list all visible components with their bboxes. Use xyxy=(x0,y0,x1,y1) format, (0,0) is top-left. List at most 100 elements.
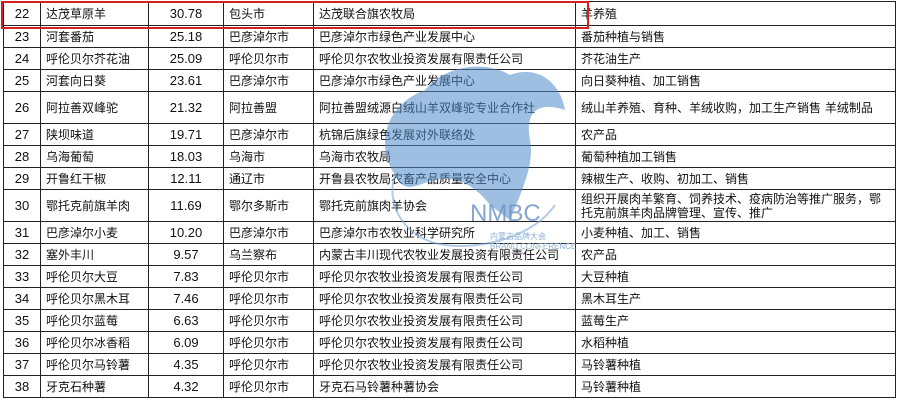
business-scope-cell: 水稻种植 xyxy=(575,331,896,354)
organization-cell: 呼伦贝尔农牧业投资发展有限责任公司 xyxy=(313,287,576,310)
region-cell: 呼伦贝尔市 xyxy=(223,287,314,310)
row-number-cell: 27 xyxy=(3,123,41,146)
brand-name-cell: 呼伦贝尔大豆 xyxy=(40,265,149,288)
row-number-cell: 26 xyxy=(3,91,41,124)
row-number-cell: 25 xyxy=(3,69,41,92)
brand-value-cell: 21.32 xyxy=(148,91,224,124)
brand-value-cell: 6.63 xyxy=(148,309,224,332)
row-number-cell: 35 xyxy=(3,309,41,332)
region-cell: 乌兰察布 xyxy=(223,243,314,266)
business-scope-cell: 羊养殖 xyxy=(575,1,896,26)
business-scope-cell: 农产品 xyxy=(575,123,896,146)
watermark-cn: 内蒙古品牌大会 xyxy=(490,232,546,241)
brand-name-cell: 呼伦贝尔芥花油 xyxy=(40,47,149,70)
table-row: 30 鄂托克前旗羊肉 11.69 鄂尔多斯市 鄂托克前旗肉羊协会 组织开展肉羊繁育、饲养技… xyxy=(3,189,896,222)
organization-cell: 杭锦后旗绿色发展对外联络处 xyxy=(313,123,576,146)
row-number-cell: 36 xyxy=(3,331,41,354)
region-cell: 呼伦贝尔市 xyxy=(223,331,314,354)
organization-cell: 达茂联合旗农牧局 xyxy=(313,1,576,26)
region-cell: 鄂尔多斯市 xyxy=(223,189,314,222)
table-row: 29 开鲁红干椒 12.11 通辽市 开鲁县农牧局农畜产品质量安全中心 辣椒生产、收购、初… xyxy=(3,167,896,190)
business-scope-cell: 芥花油生产 xyxy=(575,47,896,70)
table-row: 24 呼伦贝尔芥花油 25.09 呼伦贝尔市 呼伦贝尔农牧业投资发展有限责任公司 芥花油生… xyxy=(3,47,896,70)
brand-name-cell: 呼伦贝尔蓝莓 xyxy=(40,309,149,332)
brand-name-cell: 河套向日葵 xyxy=(40,69,149,92)
brand-value-cell: 7.46 xyxy=(148,287,224,310)
row-number-cell: 24 xyxy=(3,47,41,70)
watermark-logo: NMBC xyxy=(470,200,541,227)
brand-value-cell: 6.09 xyxy=(148,331,224,354)
row-number-cell: 33 xyxy=(3,265,41,288)
brand-value-cell: 25.18 xyxy=(148,25,224,48)
table-row: 27 陕坝味道 19.71 巴彦淖尔市 杭锦后旗绿色发展对外联络处 农产品 xyxy=(3,123,896,146)
brand-value-cell: 9.57 xyxy=(148,243,224,266)
row-number-cell: 28 xyxy=(3,145,41,168)
brand-name-cell: 巴彦淖尔小麦 xyxy=(40,221,149,244)
business-scope-cell: 向日葵种植、加工销售 xyxy=(575,69,896,92)
table-row: 25 河套向日葵 23.61 巴彦淖尔市 巴彦淖尔市绿色产业发展中心 向日葵种植、加工销售 xyxy=(3,69,896,92)
business-scope-cell: 马铃薯种植 xyxy=(575,375,896,398)
brand-name-cell: 阿拉善双峰驼 xyxy=(40,91,149,124)
brand-name-cell: 陕坝味道 xyxy=(40,123,149,146)
brand-value-cell: 12.11 xyxy=(148,167,224,190)
organization-cell: 巴彦淖尔市绿色产业发展中心 xyxy=(313,25,576,48)
business-scope-cell: 组织开展肉羊繁育、饲养技术、疫病防治等推广服务，鄂托克前旗羊肉品牌管理、宣传、推… xyxy=(575,189,896,222)
business-scope-cell: 马铃薯种植 xyxy=(575,353,896,376)
row-number-cell: 37 xyxy=(3,353,41,376)
brand-name-cell: 牙克石种薯 xyxy=(40,375,149,398)
brand-name-cell: 乌海葡萄 xyxy=(40,145,149,168)
row-number-cell: 34 xyxy=(3,287,41,310)
organization-cell: 呼伦贝尔农牧业投资发展有限责任公司 xyxy=(313,353,576,376)
region-cell: 巴彦淖尔市 xyxy=(223,221,314,244)
business-scope-cell: 蓝莓生产 xyxy=(575,309,896,332)
business-scope-cell: 绒山羊养殖、育种、羊绒收购，加工生产销售 羊绒制品 xyxy=(575,91,896,124)
table-row: 22 达茂草原羊 30.78 包头市 达茂联合旗农牧局 羊养殖 xyxy=(3,1,896,26)
organization-cell: 开鲁县农牧局农畜产品质量安全中心 xyxy=(313,167,576,190)
region-cell: 通辽市 xyxy=(223,167,314,190)
row-number-cell: 23 xyxy=(3,25,41,48)
table-row: 31 巴彦淖尔小麦 10.20 巴彦淖尔市 巴彦淖尔市农牧业科学研究所 小麦种植、加工、销… xyxy=(3,221,896,244)
table-row: 33 呼伦贝尔大豆 7.83 呼伦贝尔市 呼伦贝尔农牧业投资发展有限责任公司 大豆种植 xyxy=(3,265,896,288)
organization-cell: 巴彦淖尔市绿色产业发展中心 xyxy=(313,69,576,92)
brand-value-cell: 18.03 xyxy=(148,145,224,168)
brand-name-cell: 鄂托克前旗羊肉 xyxy=(40,189,149,222)
brand-name-cell: 呼伦贝尔冰香稻 xyxy=(40,331,149,354)
brand-value-cell: 30.78 xyxy=(148,1,224,26)
business-scope-cell: 番茄种植与销售 xyxy=(575,25,896,48)
organization-cell: 呼伦贝尔农牧业投资发展有限责任公司 xyxy=(313,331,576,354)
brand-name-cell: 河套番茄 xyxy=(40,25,149,48)
brand-value-cell: 11.69 xyxy=(148,189,224,222)
business-scope-cell: 农产品 xyxy=(575,243,896,266)
table-row: 34 呼伦贝尔黑木耳 7.46 呼伦贝尔市 呼伦贝尔农牧业投资发展有限责任公司 黑木耳生产 xyxy=(3,287,896,310)
brand-name-cell: 达茂草原羊 xyxy=(40,1,149,26)
row-number-cell: 30 xyxy=(3,189,41,222)
brand-value-cell: 10.20 xyxy=(148,221,224,244)
brand-value-cell: 7.83 xyxy=(148,265,224,288)
brand-value-cell: 4.35 xyxy=(148,353,224,376)
table-row: 36 呼伦贝尔冰香稻 6.09 呼伦贝尔市 呼伦贝尔农牧业投资发展有限责任公司 水稻种植 xyxy=(3,331,896,354)
region-cell: 呼伦贝尔市 xyxy=(223,353,314,376)
brand-value-table: 22 达茂草原羊 30.78 包头市 达茂联合旗农牧局 羊养殖 23 河套番茄 25.18 巴彦淖… xyxy=(3,1,896,398)
region-cell: 呼伦贝尔市 xyxy=(223,47,314,70)
brand-value-cell: 4.32 xyxy=(148,375,224,398)
table-row: 28 乌海葡萄 18.03 乌海市 乌海市农牧局 葡萄种植加工销售 xyxy=(3,145,896,168)
brand-name-cell: 呼伦贝尔黑木耳 xyxy=(40,287,149,310)
region-cell: 呼伦贝尔市 xyxy=(223,265,314,288)
business-scope-cell: 大豆种植 xyxy=(575,265,896,288)
table-row: 35 呼伦贝尔蓝莓 6.63 呼伦贝尔市 呼伦贝尔农牧业投资发展有限责任公司 蓝莓生产 xyxy=(3,309,896,332)
business-scope-cell: 辣椒生产、收购、初加工、销售 xyxy=(575,167,896,190)
organization-cell: 呼伦贝尔农牧业投资发展有限责任公司 xyxy=(313,265,576,288)
organization-cell: 呼伦贝尔农牧业投资发展有限责任公司 xyxy=(313,47,576,70)
row-number-cell: 29 xyxy=(3,167,41,190)
table-row: 37 呼伦贝尔马铃薯 4.35 呼伦贝尔市 呼伦贝尔农牧业投资发展有限责任公司 马铃薯种植 xyxy=(3,353,896,376)
organization-cell: 呼伦贝尔农牧业投资发展有限责任公司 xyxy=(313,309,576,332)
row-number-cell: 31 xyxy=(3,221,41,244)
organization-cell: 乌海市农牧局 xyxy=(313,145,576,168)
row-number-cell: 22 xyxy=(3,1,41,26)
brand-name-cell: 呼伦贝尔马铃薯 xyxy=(40,353,149,376)
brand-name-cell: 塞外丰川 xyxy=(40,243,149,266)
region-cell: 阿拉善盟 xyxy=(223,91,314,124)
region-cell: 呼伦贝尔市 xyxy=(223,309,314,332)
organization-cell: 牙克石马铃薯种薯协会 xyxy=(313,375,576,398)
watermark-en: BRAND CONFERENCE xyxy=(490,242,577,251)
